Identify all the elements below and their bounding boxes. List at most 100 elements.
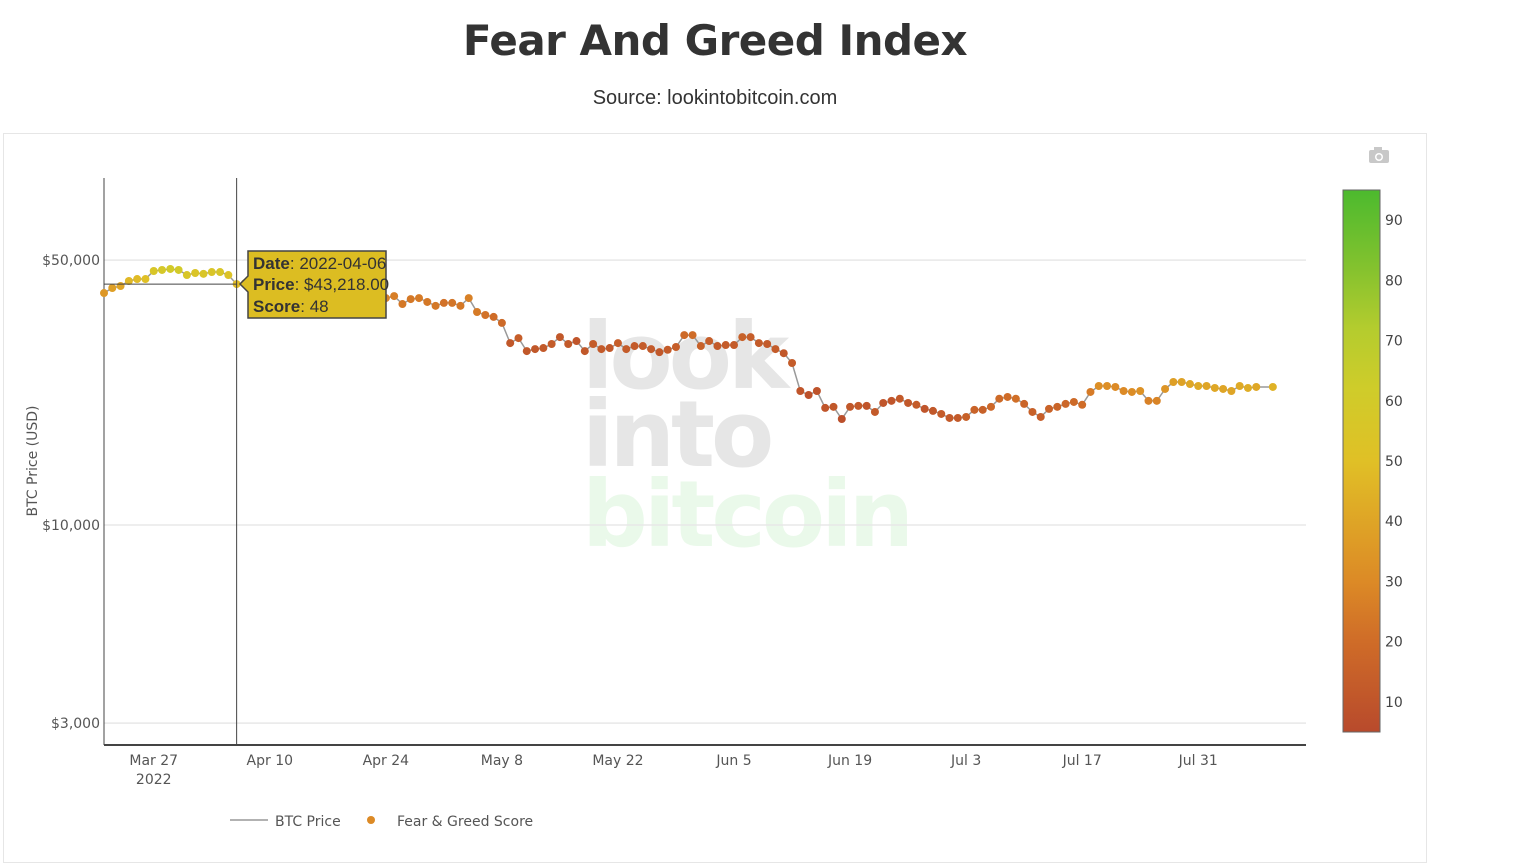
fear-greed-point[interactable] [1020, 399, 1029, 408]
fear-greed-point[interactable] [1202, 381, 1211, 390]
fear-greed-point[interactable] [630, 342, 639, 351]
fear-greed-point[interactable] [182, 271, 191, 280]
fear-greed-point[interactable] [539, 344, 548, 353]
fear-greed-point[interactable] [812, 387, 821, 396]
fear-greed-point[interactable] [1136, 387, 1145, 396]
fear-greed-point[interactable] [1185, 380, 1194, 389]
fear-greed-point[interactable] [149, 266, 158, 275]
fear-greed-point[interactable] [1235, 381, 1244, 390]
fear-greed-point[interactable] [1169, 378, 1178, 387]
fear-greed-point[interactable] [1103, 381, 1112, 390]
fear-greed-point[interactable] [1053, 402, 1062, 411]
fear-greed-point[interactable] [962, 412, 971, 421]
fear-greed-point[interactable] [199, 269, 208, 278]
legend-item-btc-price[interactable]: BTC Price [230, 814, 341, 830]
fear-greed-point[interactable] [705, 337, 714, 346]
fear-greed-point[interactable] [431, 301, 440, 310]
fear-greed-point[interactable] [713, 342, 722, 351]
fear-greed-point[interactable] [464, 294, 473, 303]
fear-greed-point[interactable] [174, 265, 183, 274]
fear-greed-point[interactable] [879, 398, 888, 407]
fear-greed-point[interactable] [721, 341, 730, 350]
fear-greed-point[interactable] [390, 292, 399, 301]
fear-greed-point[interactable] [928, 406, 937, 415]
fear-greed-point[interactable] [613, 339, 622, 348]
fear-greed-point[interactable] [754, 339, 763, 348]
fear-greed-point[interactable] [995, 394, 1004, 403]
fear-greed-point[interactable] [166, 264, 175, 273]
fear-greed-point[interactable] [423, 297, 432, 306]
fear-greed-point[interactable] [481, 310, 490, 319]
fear-greed-point[interactable] [920, 404, 929, 413]
plot-area[interactable] [100, 264, 1277, 424]
fear-greed-point[interactable] [589, 340, 598, 349]
legend-item-fear-greed-score[interactable]: Fear & Greed Score [367, 814, 533, 830]
fear-greed-point[interactable] [1268, 382, 1277, 391]
fear-greed-point[interactable] [821, 403, 830, 412]
fear-greed-point[interactable] [216, 268, 225, 277]
fear-greed-point[interactable] [415, 294, 424, 303]
fear-greed-point[interactable] [489, 312, 498, 321]
fear-greed-point[interactable] [870, 407, 879, 416]
fear-greed-point[interactable] [1252, 382, 1261, 391]
fear-greed-point[interactable] [522, 347, 531, 356]
fear-greed-point[interactable] [224, 271, 233, 280]
fear-greed-point[interactable] [862, 401, 871, 410]
fear-greed-point[interactable] [895, 394, 904, 403]
fear-greed-point[interactable] [564, 340, 573, 349]
fear-greed-point[interactable] [448, 298, 457, 307]
camera-icon[interactable] [1369, 147, 1389, 163]
fear-greed-point[interactable] [207, 268, 216, 277]
fear-greed-point[interactable] [1194, 381, 1203, 390]
fear-greed-point[interactable] [730, 341, 739, 350]
fear-greed-point[interactable] [158, 265, 167, 274]
fear-greed-point[interactable] [1069, 397, 1078, 406]
fear-greed-point[interactable] [837, 415, 846, 424]
fear-greed-point[interactable] [133, 275, 142, 284]
fear-greed-point[interactable] [622, 345, 631, 354]
fear-greed-point[interactable] [100, 289, 108, 298]
fear-greed-point[interactable] [746, 333, 755, 342]
fear-greed-point[interactable] [1177, 378, 1186, 387]
fear-greed-point[interactable] [663, 345, 672, 354]
fear-greed-point[interactable] [763, 340, 772, 349]
fear-greed-point[interactable] [1028, 407, 1037, 416]
fear-greed-point[interactable] [506, 339, 515, 348]
fear-greed-point[interactable] [597, 345, 606, 354]
fear-greed-point[interactable] [945, 413, 954, 422]
fear-greed-point[interactable] [141, 275, 150, 284]
fear-greed-point[interactable] [680, 331, 689, 340]
fear-greed-point[interactable] [796, 387, 805, 396]
fear-greed-point[interactable] [970, 405, 979, 414]
fear-greed-point[interactable] [531, 345, 540, 354]
fear-greed-point[interactable] [771, 345, 780, 354]
fear-greed-point[interactable] [638, 342, 647, 351]
fear-greed-point[interactable] [1003, 392, 1012, 401]
fear-greed-point[interactable] [986, 402, 995, 411]
fear-greed-point[interactable] [1219, 384, 1228, 393]
fear-greed-point[interactable] [1086, 387, 1095, 396]
fear-greed-point[interactable] [108, 284, 117, 293]
fear-greed-point[interactable] [580, 347, 589, 356]
fear-greed-point[interactable] [456, 301, 465, 310]
fear-greed-point[interactable] [1152, 396, 1161, 405]
fear-greed-point[interactable] [829, 402, 838, 411]
fear-greed-point[interactable] [1045, 404, 1054, 413]
fear-greed-point[interactable] [647, 345, 656, 354]
fear-greed-point[interactable] [846, 402, 855, 411]
fear-greed-point[interactable] [514, 334, 523, 343]
fear-greed-point[interactable] [572, 337, 581, 346]
fear-greed-point[interactable] [124, 276, 133, 285]
legend[interactable]: BTC Price Fear & Greed Score [230, 814, 533, 830]
fear-greed-point[interactable] [1111, 382, 1120, 391]
fear-greed-point[interactable] [887, 396, 896, 405]
fear-greed-point[interactable] [497, 318, 506, 327]
fear-greed-point[interactable] [696, 342, 705, 351]
fear-greed-point[interactable] [904, 398, 913, 407]
fear-greed-point[interactable] [473, 307, 482, 316]
fear-greed-point[interactable] [191, 269, 200, 278]
fear-greed-point[interactable] [912, 400, 921, 409]
fear-greed-point[interactable] [738, 333, 747, 342]
fear-greed-point[interactable] [788, 358, 797, 367]
